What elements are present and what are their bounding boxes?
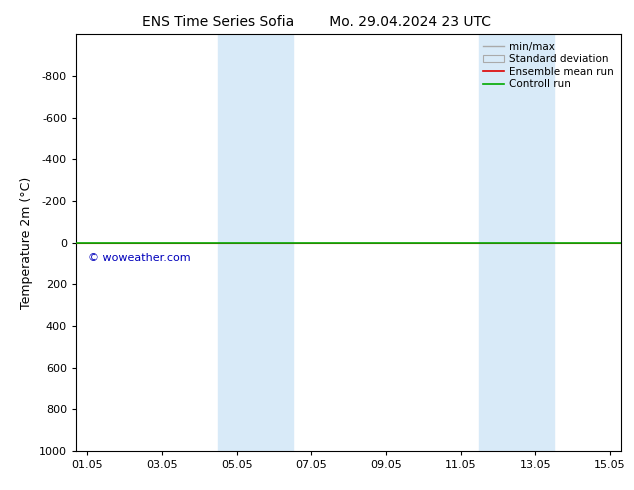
Text: © woweather.com: © woweather.com — [88, 253, 191, 263]
Bar — [218, 34, 293, 451]
Y-axis label: Temperature 2m (°C): Temperature 2m (°C) — [20, 176, 34, 309]
Text: ENS Time Series Sofia        Mo. 29.04.2024 23 UTC: ENS Time Series Sofia Mo. 29.04.2024 23 … — [143, 15, 491, 29]
Legend: min/max, Standard deviation, Ensemble mean run, Controll run: min/max, Standard deviation, Ensemble me… — [481, 40, 616, 92]
Bar — [479, 34, 554, 451]
